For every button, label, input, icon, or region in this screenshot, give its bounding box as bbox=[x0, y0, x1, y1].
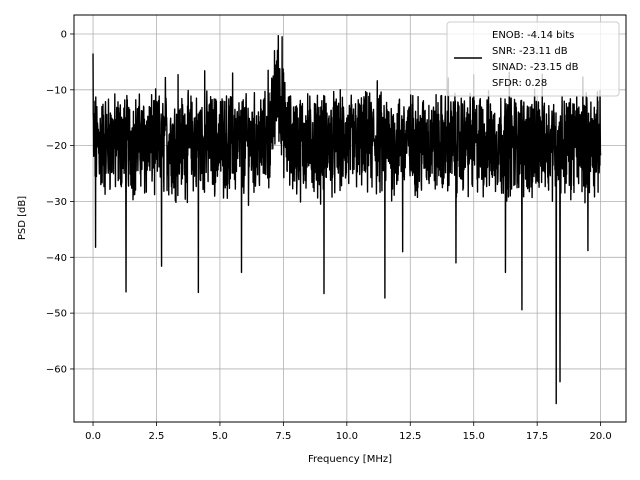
x-tick-label: 20.0 bbox=[589, 431, 611, 442]
legend-entry-sinad: SINAD: -23.15 dB bbox=[492, 62, 579, 73]
plot-frame bbox=[73, 14, 627, 423]
x-tick-label: 5.0 bbox=[212, 431, 228, 442]
y-tick-label: −50 bbox=[46, 309, 67, 320]
x-tick-label: 10.0 bbox=[336, 431, 358, 442]
psd-series-line bbox=[92, 34, 602, 405]
x-tick-label: 0.0 bbox=[85, 431, 101, 442]
y-tick-label: 0 bbox=[61, 29, 67, 40]
y-tick-label: −10 bbox=[46, 85, 67, 96]
y-tick-label: −40 bbox=[46, 253, 67, 264]
y-tick-label: −30 bbox=[46, 197, 67, 208]
legend-entry-enob: ENOB: -4.14 bits bbox=[492, 30, 574, 41]
legend: ENOB: -4.14 bits SNR: -23.11 dB SINAD: -… bbox=[446, 21, 620, 97]
y-tick-label: −60 bbox=[46, 364, 67, 375]
x-tick-label: 2.5 bbox=[149, 431, 165, 442]
y-axis: 0 −10 −20 −30 −40 −50 −60 bbox=[46, 29, 74, 375]
legend-entry-sfdr: SFDR: 0.28 bbox=[492, 78, 547, 89]
legend-entry-snr: SNR: -23.11 dB bbox=[492, 46, 568, 57]
x-axis-label: Frequency [MHz] bbox=[308, 454, 392, 465]
x-tick-label: 15.0 bbox=[463, 431, 485, 442]
y-tick-label: −20 bbox=[46, 141, 67, 152]
plot-area bbox=[92, 34, 602, 405]
legend-box bbox=[446, 21, 620, 97]
x-tick-label: 17.5 bbox=[526, 431, 548, 442]
x-tick-label: 7.5 bbox=[275, 431, 291, 442]
x-axis: 0.0 2.5 5.0 7.5 10.0 12.5 15.0 17.5 20.0 bbox=[85, 422, 612, 442]
x-tick-label: 12.5 bbox=[399, 431, 421, 442]
y-axis-label: PSD [dB] bbox=[17, 196, 28, 240]
